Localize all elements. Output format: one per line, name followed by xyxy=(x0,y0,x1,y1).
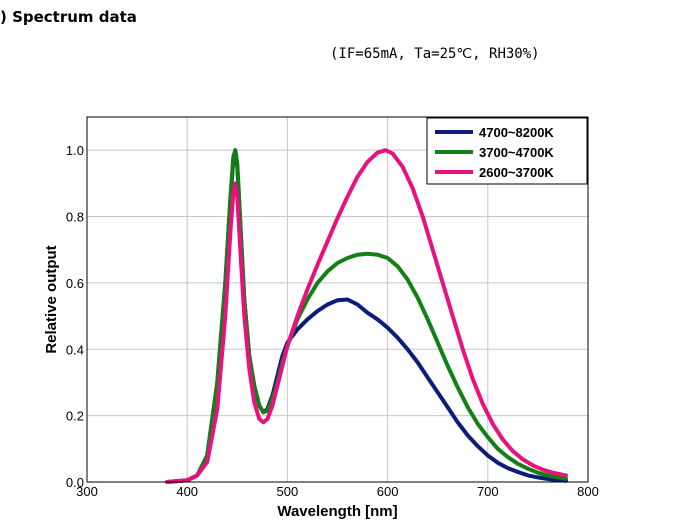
x-tick-label: 600 xyxy=(377,484,399,499)
legend: 4700~8200K 3700~4700K 2600~3700K xyxy=(426,117,588,185)
x-axis-label: Wavelength [nm] xyxy=(277,503,397,520)
legend-label: 3700~4700K xyxy=(479,145,554,160)
series-line-3 xyxy=(165,148,568,484)
series-line-2 xyxy=(165,148,568,484)
plot-frame xyxy=(86,116,589,483)
y-tick-label: 1.0 xyxy=(66,143,84,158)
y-tick-label: 0.6 xyxy=(66,276,84,291)
x-tick-label: 800 xyxy=(577,484,599,499)
series-group xyxy=(165,148,568,484)
legend-label: 2600~3700K xyxy=(479,165,554,180)
y-axis-label: Relative output xyxy=(43,245,60,353)
x-tick-label: 400 xyxy=(176,484,198,499)
y-tick-label: 0.8 xyxy=(66,210,84,225)
x-tick-label: 500 xyxy=(277,484,299,499)
y-tick-label: 0.0 xyxy=(66,475,84,490)
x-tick-label: 300 xyxy=(76,484,98,499)
grid xyxy=(87,117,588,482)
section-heading: ) Spectrum data xyxy=(0,8,137,26)
legend-label: 4700~8200K xyxy=(479,125,554,140)
y-tick-label: 0.4 xyxy=(66,342,84,357)
x-tick-label: 700 xyxy=(477,484,499,499)
y-tick-label: 0.2 xyxy=(66,409,84,424)
test-conditions: (IF=65mA, Ta=25℃, RH30%) xyxy=(330,46,540,62)
tick-labels: 300 400 500 600 700 800 0.0 0.2 0.4 0.6 0.8 1.0 xyxy=(66,143,599,499)
